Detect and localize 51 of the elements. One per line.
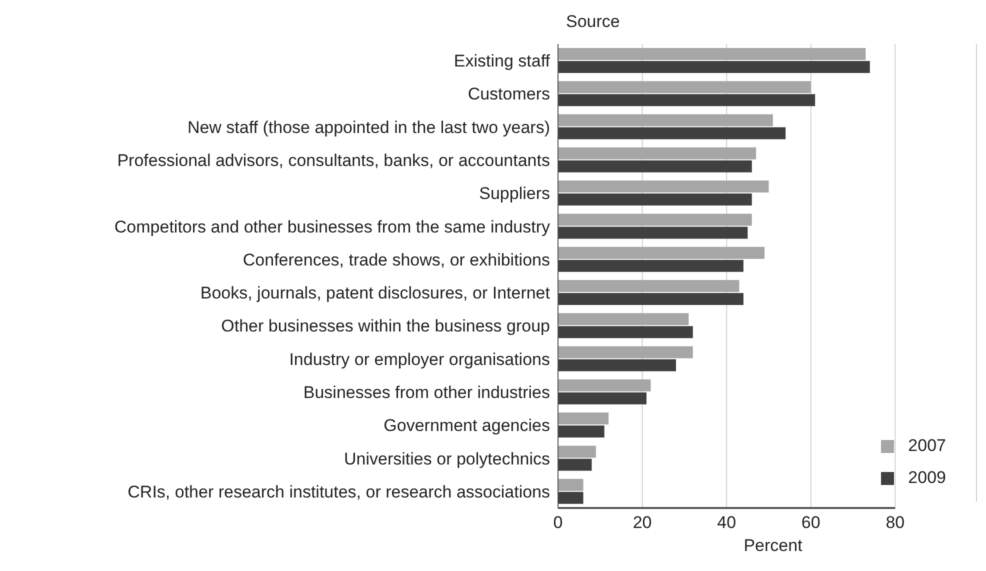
bar bbox=[558, 478, 584, 491]
x-tick-label: 20 bbox=[632, 513, 652, 532]
x-tick-label: 40 bbox=[717, 513, 736, 532]
bar bbox=[558, 446, 596, 458]
bar bbox=[558, 292, 744, 305]
bar bbox=[558, 359, 676, 372]
y-tick-label: Universities or polytechnics bbox=[344, 449, 550, 468]
bar bbox=[558, 60, 870, 73]
y-tick-label: CRIs, other research institutes, or research associations bbox=[128, 482, 550, 502]
bar bbox=[558, 114, 773, 126]
x-tick-label: 60 bbox=[801, 513, 820, 532]
bar bbox=[558, 379, 651, 392]
bar bbox=[558, 313, 689, 326]
legend-label: 2009 bbox=[908, 468, 946, 487]
y-tick-label: Suppliers bbox=[479, 184, 550, 204]
y-axis-title: Source bbox=[566, 12, 620, 32]
bar bbox=[558, 160, 752, 172]
bar bbox=[558, 180, 769, 193]
bar bbox=[558, 426, 604, 438]
bar bbox=[558, 280, 740, 292]
legend-label: 2007 bbox=[908, 436, 946, 455]
y-tick-label: Books, journals, patent disclosures, or Internet bbox=[200, 284, 550, 303]
y-tick-label: New staff (those appointed in the last two years) bbox=[187, 118, 550, 137]
bar bbox=[558, 226, 748, 239]
bar bbox=[558, 458, 592, 471]
bar bbox=[558, 492, 584, 504]
bar bbox=[558, 94, 816, 106]
y-tick-label: Professional advisors, consultants, banks, or accountants bbox=[117, 151, 550, 170]
bar bbox=[558, 246, 765, 259]
y-tick-label: Existing staff bbox=[454, 52, 550, 71]
bar bbox=[558, 81, 811, 94]
y-tick-label: Conferences, trade shows, or exhibitions bbox=[242, 250, 550, 270]
bar bbox=[558, 326, 693, 338]
y-tick-label: Customers bbox=[468, 84, 550, 104]
y-tick-label: Other businesses within the business group bbox=[221, 316, 550, 336]
y-tick-label: Businesses from other industries bbox=[303, 383, 550, 402]
x-tick-label: 0 bbox=[553, 513, 563, 532]
bar bbox=[558, 127, 786, 140]
x-tick-label: 80 bbox=[886, 513, 905, 532]
bar bbox=[558, 392, 647, 404]
bar bbox=[558, 147, 756, 160]
bar bbox=[558, 194, 752, 206]
y-tick-label: Government agencies bbox=[384, 416, 550, 436]
bar bbox=[558, 346, 693, 358]
bar bbox=[558, 260, 744, 272]
x-axis-title: Percent bbox=[742, 536, 804, 556]
y-tick-label: Industry or employer organisations bbox=[289, 350, 550, 369]
bar bbox=[558, 412, 609, 425]
bar bbox=[558, 214, 752, 226]
y-tick-label: Competitors and other businesses from the same industry bbox=[114, 217, 550, 236]
bar bbox=[558, 48, 866, 60]
